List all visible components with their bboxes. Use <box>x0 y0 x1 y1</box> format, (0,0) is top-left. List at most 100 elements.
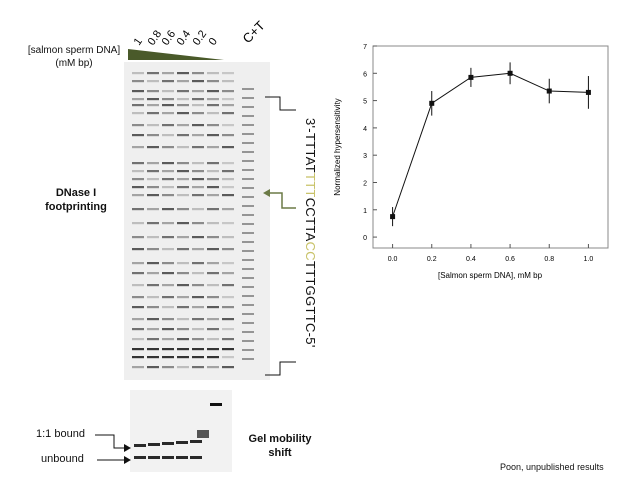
gel-band <box>147 112 159 115</box>
gel-band <box>162 284 174 287</box>
gel-band <box>147 72 159 75</box>
gel-band <box>162 194 174 197</box>
gel-band <box>192 296 204 299</box>
gel-band <box>147 80 159 83</box>
gel-band <box>132 98 144 101</box>
gel-band <box>147 338 159 341</box>
gel-band <box>242 313 254 315</box>
gel-band <box>147 98 159 101</box>
gel-band <box>162 306 174 309</box>
gel-band <box>192 194 204 197</box>
gel-label-line2: (mM bp) <box>55 58 93 69</box>
gel-band <box>177 236 189 239</box>
gel-band <box>242 331 254 333</box>
gel-band <box>207 162 219 165</box>
gel-band <box>162 98 174 101</box>
gel-band <box>222 262 234 265</box>
sequence-middle: CCTTA <box>303 197 318 242</box>
gel-band <box>132 328 144 331</box>
sequence-highlight-2: CC <box>303 241 318 261</box>
shift-title: Gel mobility shift <box>240 432 320 460</box>
shift-title-line2: shift <box>268 447 292 459</box>
gel-band <box>147 90 159 93</box>
gel-band <box>162 186 174 189</box>
y-tick-label: 5 <box>363 99 367 106</box>
gel-band <box>177 72 189 75</box>
gel-band <box>147 124 159 127</box>
series-line <box>392 72 589 217</box>
data-point <box>507 70 513 76</box>
gel-band <box>132 366 144 369</box>
sequence-prefix: 3'-TTTAT <box>303 118 318 173</box>
gel-band <box>132 356 144 359</box>
shift-band <box>134 456 146 459</box>
shift-band <box>176 441 188 444</box>
gel-band <box>132 348 144 351</box>
gel-band <box>207 296 219 299</box>
gel-band <box>207 222 219 225</box>
gel-band <box>162 124 174 127</box>
gel-band <box>222 134 234 137</box>
gel-band <box>177 170 189 173</box>
gel-band <box>177 134 189 137</box>
gel-band <box>132 146 144 149</box>
y-axis-label: Normalized hypersensitivity <box>333 98 342 195</box>
credit-text: Poon, unpublished results <box>500 462 604 472</box>
gel-band <box>192 90 204 93</box>
gel-band <box>162 104 174 107</box>
gel-band <box>222 162 234 165</box>
gel-band <box>132 72 144 75</box>
gel-band <box>132 318 144 321</box>
gel-band <box>207 178 219 181</box>
gel-band <box>192 348 204 351</box>
gel-band <box>222 146 234 149</box>
gel-band <box>177 162 189 165</box>
lane-label: 0 <box>207 36 220 48</box>
gel-band <box>207 124 219 127</box>
gel-band <box>242 124 254 126</box>
x-tick-label: 0.0 <box>388 256 398 263</box>
gel-band <box>162 208 174 211</box>
data-point <box>585 89 591 95</box>
gel-band <box>132 170 144 173</box>
gel-band <box>147 194 159 197</box>
shift-gel <box>130 390 232 472</box>
gel-band <box>177 178 189 181</box>
bound-arrowhead <box>124 444 131 452</box>
gel-band <box>222 366 234 369</box>
gel-band <box>242 142 254 144</box>
gel-band <box>177 124 189 127</box>
gel-band <box>177 328 189 331</box>
gel-band <box>147 306 159 309</box>
gel-band <box>192 162 204 165</box>
gel-band <box>132 186 144 189</box>
gel-band <box>162 328 174 331</box>
gel-band <box>207 356 219 359</box>
gel-band <box>147 328 159 331</box>
gel-band <box>222 318 234 321</box>
gel-band <box>222 272 234 275</box>
gel-band <box>162 248 174 251</box>
gel-band <box>177 194 189 197</box>
gel-band <box>147 356 159 359</box>
gel-band <box>242 97 254 99</box>
gel-band <box>162 112 174 115</box>
bracket-top <box>265 96 296 111</box>
footprint-title-line2: footprinting <box>45 201 107 213</box>
gel-band <box>242 169 254 171</box>
y-tick-label: 0 <box>363 235 367 242</box>
lane-labels: 1 0.80.60.40.20 <box>132 28 220 47</box>
gel-band <box>192 306 204 309</box>
gel-band <box>147 272 159 275</box>
gel-band <box>242 268 254 270</box>
gel-band <box>132 112 144 115</box>
gel-band <box>192 222 204 225</box>
gel-band <box>147 262 159 265</box>
gel-band <box>162 356 174 359</box>
gel-band <box>147 134 159 137</box>
gel-band <box>242 250 254 252</box>
gel-band <box>192 72 204 75</box>
gel-band <box>207 104 219 107</box>
ct-lane-label: C+T <box>240 18 268 46</box>
gel-band <box>162 222 174 225</box>
